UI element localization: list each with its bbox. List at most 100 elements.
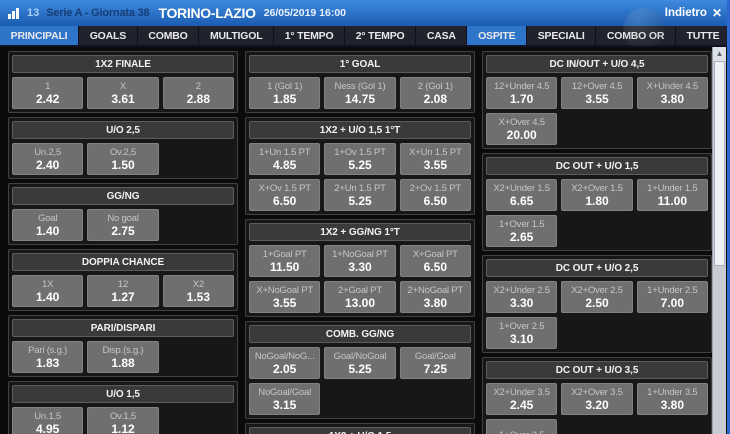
tab-goals[interactable]: GOALS — [79, 26, 138, 45]
back-button[interactable]: Indietro ✕ — [665, 6, 722, 20]
odds-button[interactable]: Ov.1,5 1.12 — [87, 407, 159, 434]
odds-button[interactable]: 1+Over 2.5 3.10 — [486, 317, 558, 349]
odds-button[interactable]: X+Over 4.5 20.00 — [486, 113, 558, 145]
tab-casa[interactable]: CASA — [416, 26, 468, 45]
odds-button[interactable]: 1+Under 1.5 11.00 — [636, 179, 708, 211]
odds-button[interactable]: 1X 1.40 — [12, 275, 84, 307]
odds-button[interactable]: 2+Un 1.5 PT 5.25 — [324, 179, 396, 211]
odds-label: X+Goal PT — [412, 248, 458, 260]
odds-label: 1X — [42, 278, 54, 290]
bar-chart-icon — [8, 7, 22, 19]
odds-button[interactable]: 12+Under 4.5 1.70 — [486, 77, 558, 109]
odds-button[interactable]: 2 (Gol 1) 2.08 — [399, 77, 471, 109]
odds-button[interactable]: X+Goal PT 6.50 — [399, 245, 471, 277]
odds-button[interactable]: Goal/NoGoal 5.25 — [324, 347, 396, 379]
tab-bar: PRINCIPALI GOALS COMBO MULTIGOL 1° TEMPO 2° T… — [0, 26, 730, 47]
odds-grid: 1X 1.40 12 1.27 X2 1.53 — [12, 275, 234, 307]
odds-button[interactable]: 2+Goal PT 13.00 — [324, 281, 396, 313]
tab-combo-or[interactable]: COMBO OR — [596, 26, 676, 45]
odds-value: 6.65 — [509, 193, 534, 208]
odds-button[interactable]: Ness (Gol 1) 14.75 — [324, 77, 396, 109]
odds-button[interactable]: 1+Under 2.5 7.00 — [636, 281, 708, 313]
odds-value: 7.25 — [423, 361, 447, 376]
odds-label: X2+Under 1.5 — [493, 182, 550, 194]
odds-label: Disp.(s.g.) — [102, 344, 144, 356]
odds-button[interactable]: No goal 2.75 — [87, 209, 159, 241]
odds-label: 1+Under 2.5 — [647, 284, 698, 296]
odds-button[interactable]: X+Un 1.5 PT 3.55 — [399, 143, 471, 175]
odds-value: 3.61 — [111, 91, 135, 106]
odds-button[interactable]: 12 1.27 — [87, 275, 159, 307]
odds-grid: 1 2.42 X 3.61 2 2.88 — [12, 77, 234, 109]
tab-2-tempo[interactable]: 2° TEMPO — [345, 26, 417, 45]
odds-button[interactable]: Un.1,5 4.95 — [12, 407, 84, 434]
odds-button[interactable]: X+Under 4.5 3.80 — [636, 77, 708, 109]
odds-section-1x2-ggng-1t: 1X2 + GG/NG 1°T 1+Goal PT 11.50 1+NoGoal PT… — [245, 219, 475, 317]
odds-button[interactable]: 1+Goal PT 11.50 — [249, 245, 321, 277]
odds-grid: 12+Under 4.5 1.70 12+Over 4.5 3.55 X+Under 4… — [486, 77, 708, 145]
tab-speciali[interactable]: SPECIALI — [527, 26, 597, 45]
section-title: DC OUT + U/O 3,5 — [486, 361, 708, 379]
odds-button[interactable]: NoGoal/NoG... 2.05 — [249, 347, 321, 379]
odds-button[interactable]: Ov.2,5 1.50 — [87, 143, 159, 175]
scroll-up-arrow-icon[interactable]: ▲ — [713, 47, 726, 61]
odds-button[interactable]: X2+Under 2.5 3.30 — [486, 281, 558, 313]
odds-button[interactable]: Goal 1.40 — [12, 209, 84, 241]
odds-button[interactable]: Goal/Goal 7.25 — [399, 347, 471, 379]
odds-label: Ov.2,5 — [109, 146, 137, 158]
tab-1-tempo[interactable]: 1° TEMPO — [274, 26, 346, 45]
odds-button[interactable]: X2+Under 3.5 2.45 — [486, 383, 558, 415]
odds-button[interactable]: X2+Under 1.5 6.65 — [486, 179, 558, 211]
odds-value: 5.25 — [348, 193, 372, 208]
odds-button[interactable]: 1 (Gol 1) 1.85 — [249, 77, 321, 109]
odds-button[interactable]: X2+Over 1.5 1.80 — [561, 179, 633, 211]
odds-value: 1.40 — [35, 289, 60, 304]
title-bar: 13 Serie A - Giornata 38 TORINO-LAZIO 26… — [0, 0, 730, 50]
scrollbar[interactable]: ▲ — [712, 47, 726, 434]
odds-section-dc-out-uo-15: DC OUT + U/O 1,5 X2+Under 1.5 6.65 X2+Over … — [482, 153, 712, 251]
odds-button[interactable]: 2 2.88 — [162, 77, 234, 109]
odds-button[interactable]: X2+Over 2.5 2.50 — [561, 281, 633, 313]
tab-principali[interactable]: PRINCIPALI — [0, 26, 80, 45]
odds-label: 1+Un 1.5 PT — [258, 146, 311, 158]
odds-button[interactable]: X 3.61 — [87, 77, 159, 109]
odds-button[interactable]: 1+Ov 1.5 PT 5.25 — [324, 143, 396, 175]
odds-button[interactable]: Un.2,5 2.40 — [12, 143, 84, 175]
odds-value: 3.80 — [660, 397, 684, 412]
odds-button[interactable]: 2+NoGoal PT 3.80 — [399, 281, 471, 313]
odds-section-ggng: GG/NG Goal 1.40 No goal 2.75 — [8, 183, 238, 245]
odds-button[interactable]: 2+Ov 1.5 PT 6.50 — [399, 179, 471, 211]
odds-button[interactable]: X+NoGoal PT 3.55 — [249, 281, 321, 313]
tab-combo[interactable]: COMBO — [137, 26, 200, 45]
odds-button[interactable]: X2 1.53 — [162, 275, 234, 307]
tab-multigol[interactable]: MULTIGOL — [199, 26, 275, 45]
odds-label: No goal — [107, 212, 139, 224]
odds-value: 3.30 — [348, 259, 372, 274]
odds-button[interactable]: 12+Over 4.5 3.55 — [561, 77, 633, 109]
odds-value: 1.12 — [111, 421, 135, 434]
odds-button[interactable]: 1+Un 1.5 PT 4.85 — [249, 143, 321, 175]
odds-button[interactable]: 1 2.42 — [12, 77, 84, 109]
odds-grid: Goal 1.40 No goal 2.75 — [12, 209, 234, 241]
odds-label: X2+Over 3.5 — [571, 386, 623, 398]
odds-label: NoGoal/Goal — [258, 386, 312, 398]
odds-section-1x2-uo-15: 1X2 + U/O 1,5 — [245, 423, 475, 434]
odds-button[interactable]: X+Ov 1.5 PT 6.50 — [249, 179, 321, 211]
section-title: DC IN/OUT + U/O 4,5 — [486, 55, 708, 73]
odds-value: 3.20 — [585, 397, 609, 412]
odds-button[interactable]: NoGoal/Goal 3.15 — [249, 383, 321, 415]
tab-ospite[interactable]: OSPITE — [467, 26, 528, 45]
section-title: GG/NG — [12, 187, 234, 205]
odds-button[interactable]: 1+NoGoal PT 3.30 — [324, 245, 396, 277]
odds-button[interactable]: 1+Under 3.5 3.80 — [636, 383, 708, 415]
odds-label: 12+Under 4.5 — [493, 80, 550, 92]
odds-button[interactable]: Disp.(s.g.) 1.88 — [87, 341, 159, 373]
tab-tutte[interactable]: TUTTE — [675, 26, 730, 45]
odds-button[interactable]: 1+Over 1.5 2.65 — [486, 215, 558, 247]
scrollbar-thumb[interactable] — [714, 61, 725, 266]
odds-label: 1+Under 1.5 — [647, 182, 698, 194]
odds-button[interactable]: Pari (s.g.) 1.83 — [12, 341, 84, 373]
odds-button[interactable]: X2+Over 3.5 3.20 — [561, 383, 633, 415]
odds-button[interactable]: 1+Over 3.5 — [486, 419, 558, 434]
odds-section-dc-inout-uo-45: DC IN/OUT + U/O 4,5 12+Under 4.5 1.70 12+Ov… — [482, 51, 712, 149]
